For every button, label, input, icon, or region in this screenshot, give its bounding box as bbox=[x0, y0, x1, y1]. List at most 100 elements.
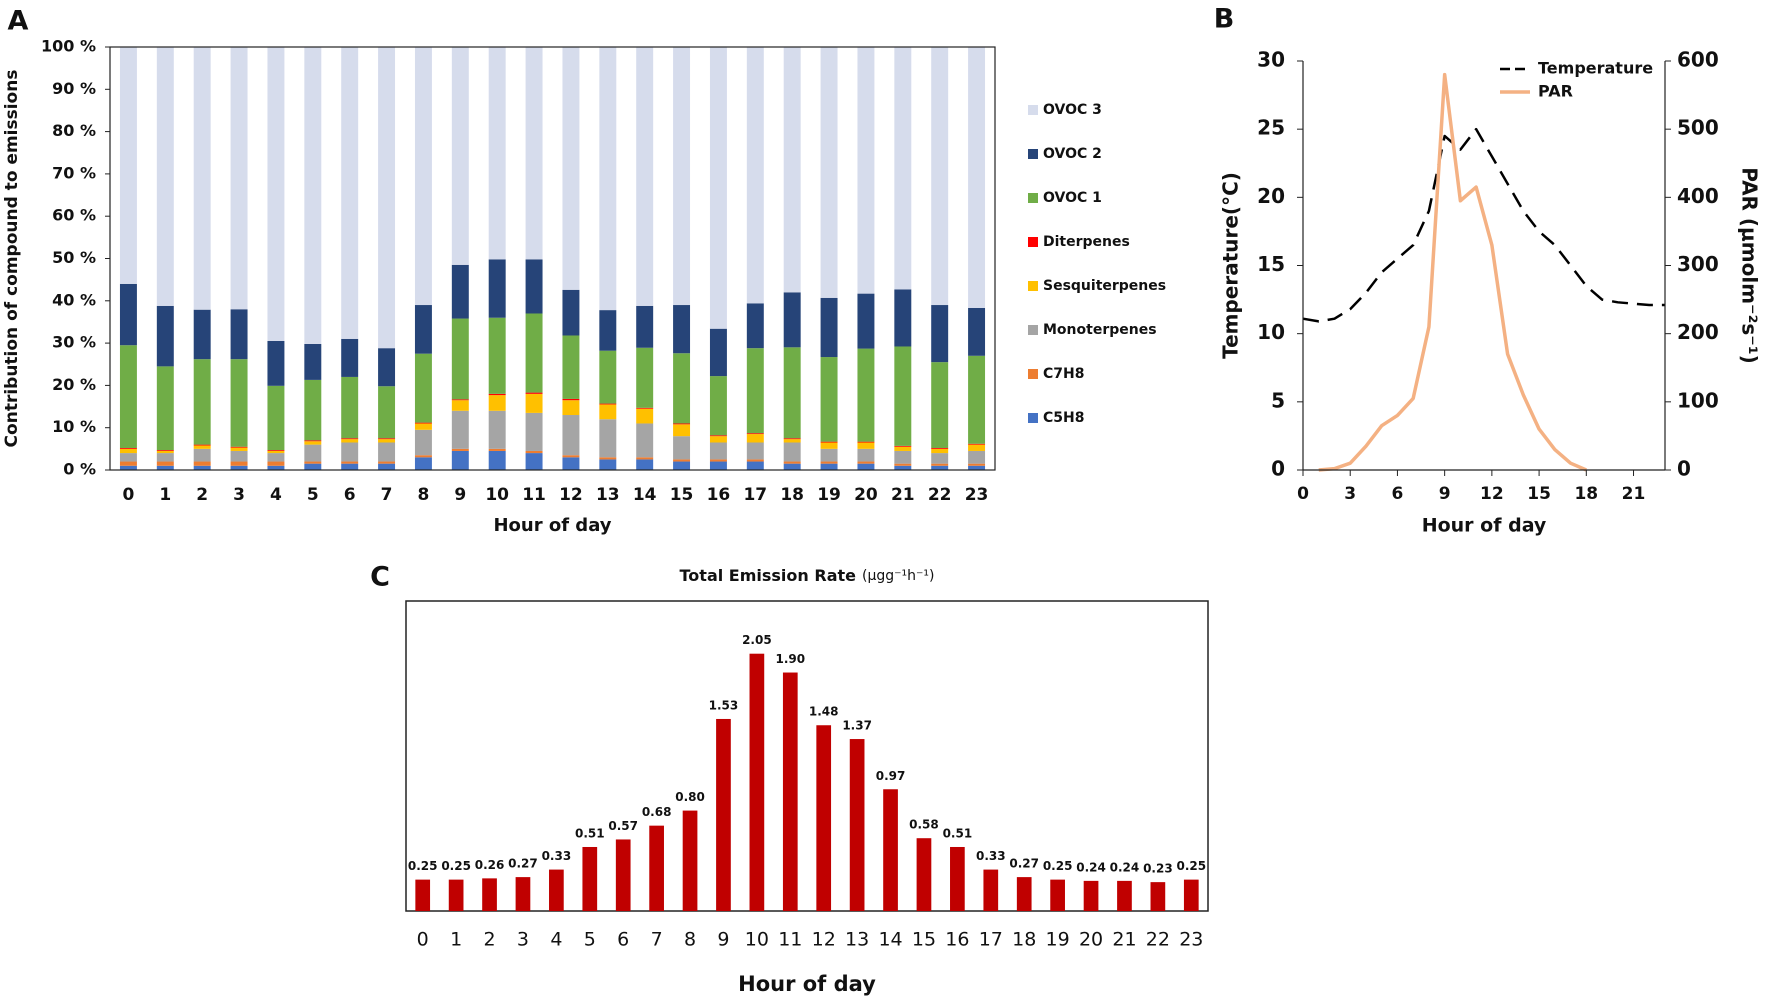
x-tick-label: 1 bbox=[450, 929, 462, 951]
bar bbox=[749, 653, 765, 911]
bar-segment bbox=[267, 340, 285, 386]
bar-segment bbox=[894, 346, 912, 446]
bar-segment bbox=[746, 461, 764, 470]
bar-segment bbox=[857, 293, 875, 349]
bar-segment bbox=[341, 47, 359, 339]
y2-tick-label: 0 bbox=[1677, 457, 1691, 481]
bar-segment bbox=[636, 47, 654, 306]
bar-segment bbox=[820, 448, 838, 462]
bar-segment bbox=[709, 47, 727, 329]
legend-label: Sesquiterpenes bbox=[1043, 278, 1166, 294]
bar-segment bbox=[820, 461, 838, 464]
bar bbox=[448, 879, 464, 911]
bar-segment bbox=[525, 450, 543, 454]
bar-segment bbox=[820, 357, 838, 442]
bar-segment bbox=[193, 461, 211, 466]
x-tick-label: 10 bbox=[745, 929, 769, 951]
value-label: 0.26 bbox=[475, 858, 505, 872]
x-tick-label: 6 bbox=[344, 485, 356, 505]
value-label: 0.57 bbox=[608, 819, 638, 833]
bar-segment bbox=[894, 450, 912, 464]
bar-segment bbox=[599, 350, 617, 404]
bar-segment bbox=[414, 422, 432, 424]
bar-segment bbox=[525, 393, 543, 413]
bar-segment bbox=[673, 459, 691, 462]
bar-segment bbox=[156, 450, 174, 454]
bar-segment bbox=[636, 347, 654, 408]
bar-segment bbox=[673, 353, 691, 424]
x-tick-label: 19 bbox=[1046, 929, 1070, 951]
bar-segment bbox=[636, 407, 654, 409]
bar-segment bbox=[857, 448, 875, 462]
bar-segment bbox=[414, 305, 432, 354]
y-tick-label: 20 % bbox=[52, 375, 96, 394]
y-tick-label: 40 % bbox=[52, 290, 96, 309]
bar-segment bbox=[894, 446, 912, 451]
bar-segment bbox=[857, 442, 875, 449]
y-axis-label: Temperature(°C) bbox=[1219, 172, 1243, 359]
bar bbox=[1050, 879, 1065, 911]
bar-segment bbox=[525, 392, 543, 394]
bar-segment bbox=[378, 386, 396, 439]
legend-swatch bbox=[1028, 193, 1038, 203]
legend-swatch bbox=[1028, 105, 1038, 115]
bar-segment bbox=[820, 463, 838, 470]
bar-segment bbox=[931, 448, 949, 449]
bar-segment bbox=[562, 398, 580, 401]
x-tick-label: 17 bbox=[743, 485, 767, 505]
x-tick-label: 12 bbox=[812, 929, 836, 951]
bar-segment bbox=[709, 435, 727, 437]
bar-segment bbox=[230, 450, 248, 462]
bar bbox=[1150, 882, 1166, 911]
bar bbox=[883, 789, 898, 911]
bar-segment bbox=[341, 461, 359, 464]
bar-segment bbox=[341, 376, 359, 439]
y-tick-label: 10 % bbox=[52, 417, 96, 436]
value-label: 0.33 bbox=[976, 849, 1006, 863]
legend-swatch bbox=[1028, 413, 1038, 423]
bar-segment bbox=[193, 465, 211, 470]
legend-swatch bbox=[1028, 149, 1038, 159]
x-tick-label: 14 bbox=[878, 929, 902, 951]
bar-segment bbox=[968, 47, 986, 308]
bar-segment bbox=[156, 453, 174, 462]
x-axis-label: Hour of day bbox=[493, 515, 611, 536]
bar-segment bbox=[304, 440, 322, 442]
bar-segment bbox=[968, 463, 986, 466]
x-tick-label: 22 bbox=[928, 485, 952, 505]
bar-segment bbox=[636, 423, 654, 458]
bar-segment bbox=[968, 307, 986, 356]
bar-segment bbox=[562, 415, 580, 456]
value-label: 0.24 bbox=[1110, 860, 1140, 874]
bar-segment bbox=[378, 438, 396, 440]
value-label: 0.24 bbox=[1076, 860, 1106, 874]
bar-segment bbox=[378, 47, 396, 349]
bar-segment bbox=[857, 348, 875, 442]
bar-segment bbox=[341, 338, 359, 377]
x-tick-label: 11 bbox=[522, 485, 546, 505]
bar-segment bbox=[783, 47, 801, 293]
legend-label: OVOC 3 bbox=[1043, 102, 1102, 118]
x-axis-label: Hour of day bbox=[1422, 515, 1547, 537]
legend-swatch bbox=[1028, 237, 1038, 247]
x-tick-label: 16 bbox=[945, 929, 969, 951]
bar-segment bbox=[746, 303, 764, 349]
bar-segment bbox=[525, 47, 543, 260]
bar-segment bbox=[931, 453, 949, 464]
y-tick-label: 50 % bbox=[52, 248, 96, 267]
bar-segment bbox=[857, 441, 875, 443]
x-tick-label: 18 bbox=[1574, 484, 1598, 504]
y-tick-label: 5 bbox=[1271, 388, 1285, 412]
value-label: 0.23 bbox=[1143, 862, 1173, 876]
value-label: 0.33 bbox=[542, 849, 572, 863]
bar-segment bbox=[488, 393, 506, 396]
bar-segment bbox=[562, 335, 580, 399]
bar-segment bbox=[783, 292, 801, 348]
bar-segment bbox=[857, 461, 875, 464]
bar-segment bbox=[746, 47, 764, 304]
bar-segment bbox=[599, 47, 617, 311]
x-tick-label: 16 bbox=[707, 485, 731, 505]
bar-segment bbox=[119, 465, 137, 470]
bar-segment bbox=[119, 283, 137, 346]
bar-segment bbox=[156, 305, 174, 367]
